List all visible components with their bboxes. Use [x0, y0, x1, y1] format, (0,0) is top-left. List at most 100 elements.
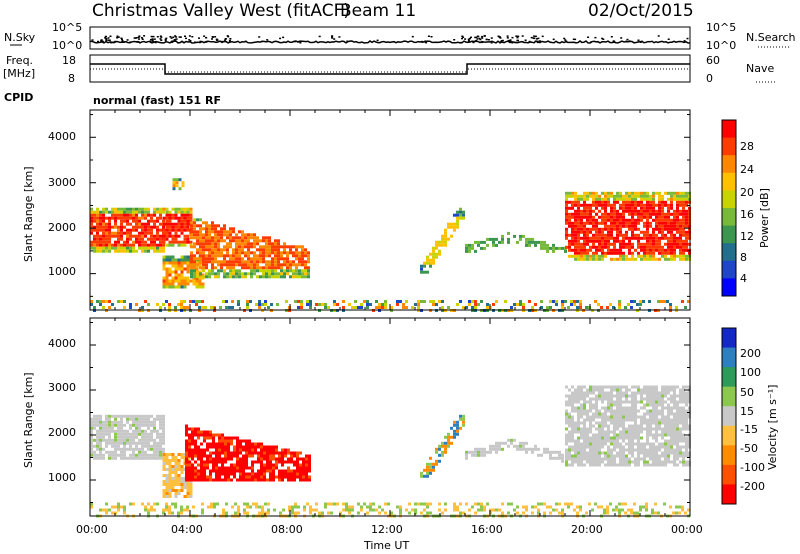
nsearch-dot	[667, 38, 670, 40]
nsky-trace	[90, 40, 691, 44]
nsearch-dot	[499, 41, 502, 43]
nsearch-dot	[159, 35, 162, 37]
power-ytick-4000: 4000	[48, 130, 76, 143]
nsearch-dot	[516, 36, 519, 39]
nsearch-dot	[97, 40, 99, 43]
nave-tick-bottom: 0	[706, 72, 713, 85]
nsearch-dot	[205, 41, 208, 43]
nsearch-dot	[331, 37, 334, 39]
nsearch-dot	[686, 37, 689, 40]
nsearch-dot	[572, 38, 575, 40]
nsearch-dot	[123, 41, 125, 43]
nsearch-dot	[108, 39, 111, 41]
nsearch-dot	[104, 37, 107, 39]
nsearch-dot	[528, 40, 531, 43]
nsearch-dot	[514, 41, 517, 44]
nsearch-dot	[224, 38, 227, 40]
nsearch-dot	[467, 40, 470, 42]
xtick-20: 20:00	[571, 523, 603, 536]
nsearch-dot	[601, 37, 604, 40]
nsearch-dot	[188, 39, 191, 41]
nave-trace	[90, 68, 690, 73]
nsearch-dot	[509, 39, 512, 41]
nsearch-dot	[620, 37, 623, 39]
nsearch-dot	[533, 35, 536, 37]
nsearch-dot	[564, 39, 567, 41]
nsearch-tick-bottom: 10^0	[706, 39, 736, 52]
velocity-cb-cells-cell	[722, 328, 736, 349]
nsearch-dot	[535, 38, 538, 40]
freq-strip: Freq. [MHz] 18 8 60 0 Nave CPID normal (…	[3, 54, 776, 107]
power-ytick-3000: 3000	[48, 176, 76, 189]
nsearch-dot	[500, 40, 503, 42]
velocity-cb-cells-cell	[722, 386, 736, 407]
nsearch-dot	[424, 40, 427, 42]
nsearch-dot	[138, 38, 140, 40]
power-cb-cells-cell	[722, 172, 736, 191]
nsearch-dot	[143, 35, 146, 37]
power-cb-tick-28: 28	[740, 140, 754, 153]
nsearch-dot	[164, 39, 167, 41]
nsearch-dot	[427, 35, 430, 37]
velocity-cb-cells-cell	[722, 484, 736, 505]
nsearch-dot	[411, 35, 414, 38]
velocity-region-4	[465, 438, 564, 463]
power-ytick-2000: 2000	[48, 221, 76, 234]
velocity-cb-cells-cell	[722, 425, 736, 446]
velocity-ylabel: Slant Range [km]	[22, 372, 35, 468]
power-cb-label: Power [dB]	[758, 188, 771, 248]
velocity-cb-cells-cell	[722, 464, 736, 485]
velocity-panel: 4000 3000 2000 1000 Slant Range [km]	[22, 317, 691, 518]
nsearch-dot	[521, 35, 524, 37]
nsearch-dot	[199, 40, 202, 43]
nave-tick-top: 60	[706, 54, 720, 67]
nsearch-dot	[331, 36, 334, 38]
nsky-strip: N.Sky 10^5 10^0 10^5 10^0 N.Search	[4, 21, 796, 52]
power-region-1	[162, 207, 193, 247]
nsearch-dot	[153, 38, 156, 40]
nsearch-dot	[461, 37, 463, 40]
nsearch-dot	[506, 35, 509, 37]
nsearch-dot	[610, 36, 613, 38]
power-panel: 4000 3000 2000 1000 Slant Range [km]	[22, 109, 691, 312]
nsearch-dot	[228, 41, 231, 43]
freq-tick-top: 18	[62, 54, 76, 67]
nsearch-dot	[159, 38, 162, 40]
nsearch-dot	[150, 35, 153, 38]
power-cb-tick-24: 24	[740, 163, 754, 176]
nsearch-dot	[165, 37, 168, 40]
nsearch-dot	[228, 39, 231, 42]
power-cb-cells-cell	[722, 120, 736, 139]
nsearch-dot	[498, 36, 501, 38]
velocity-region-5	[565, 385, 691, 467]
nsearch-dot	[191, 36, 194, 38]
nsearch-dot	[229, 38, 232, 40]
nsearch-dot	[129, 41, 132, 43]
nsearch-dot	[101, 40, 104, 43]
nsearch-dot	[594, 36, 597, 39]
vel-cb-tick-100: 100	[740, 366, 761, 379]
nsearch-dot	[511, 36, 514, 39]
nsearch-dot	[532, 37, 535, 39]
nsearch-dot	[116, 37, 119, 39]
nsearch-dot	[657, 35, 660, 37]
nsearch-dot	[105, 35, 107, 38]
nsearch-dot	[490, 37, 493, 39]
nsearch-dot	[100, 40, 103, 42]
power-cb-cells-cell	[722, 278, 736, 297]
nsearch-dot	[484, 35, 486, 37]
nsearch-dot	[475, 36, 478, 39]
vel-cb-tick-15: 15	[740, 405, 754, 418]
nsearch-dot	[149, 41, 152, 44]
vel-ytick-2000: 2000	[48, 426, 76, 439]
nsearch-dot	[156, 36, 159, 38]
nsearch-dot	[541, 35, 544, 38]
nsearch-dot	[530, 36, 533, 39]
nsearch-dot	[507, 39, 510, 42]
nsearch-dot	[151, 40, 154, 42]
nsearch-dot	[266, 39, 269, 41]
nsearch-dot	[534, 40, 537, 43]
nsearch-dot	[534, 35, 537, 38]
nsearch-dot	[487, 39, 490, 41]
nsearch-dot	[223, 40, 226, 42]
